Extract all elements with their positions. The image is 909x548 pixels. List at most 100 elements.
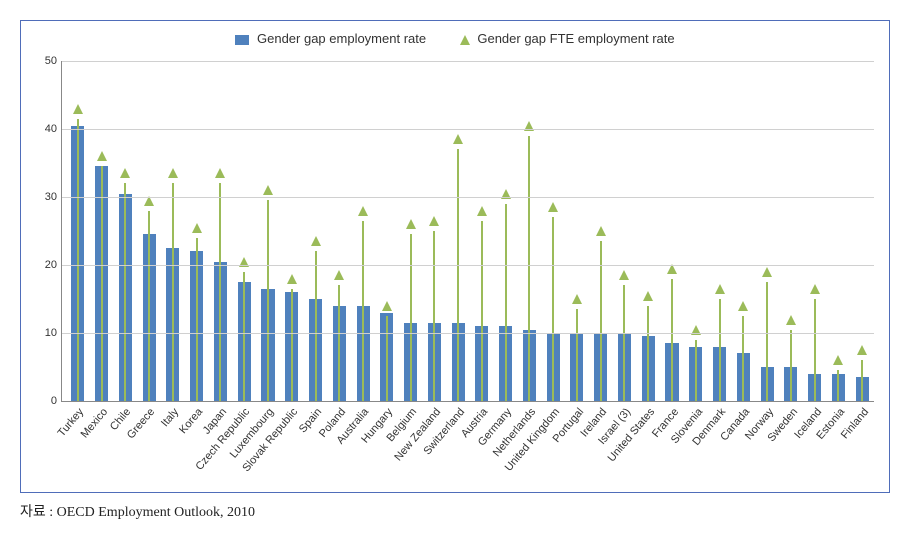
marker-stem (671, 279, 673, 401)
marker-stem (790, 330, 792, 401)
marker-triangle (643, 291, 653, 301)
marker-triangle (572, 294, 582, 304)
marker-stem (386, 316, 388, 401)
x-label-slot: Hungary (375, 402, 397, 487)
y-tick-label: 10 (37, 327, 57, 339)
legend-item-marker: Gender gap FTE employment rate (460, 31, 675, 46)
bar-slot (281, 61, 303, 401)
marker-stem (647, 306, 649, 401)
marker-triangle (596, 226, 606, 236)
marker-stem (362, 221, 364, 401)
x-label-slot: Estonia (828, 402, 850, 487)
x-label-slot: Norway (756, 402, 778, 487)
marker-triangle (97, 151, 107, 161)
x-label-slot: Canada (732, 402, 754, 487)
marker-triangle (73, 104, 83, 114)
marker-triangle (358, 206, 368, 216)
marker-stem (505, 204, 507, 401)
bar-slot (685, 61, 707, 401)
bar-slot (447, 61, 469, 401)
marker-stem (861, 360, 863, 401)
bar-slot (542, 61, 564, 401)
x-label-slot: Greece (137, 402, 159, 487)
x-label-slot: Sweden (780, 402, 802, 487)
bar-slot (828, 61, 850, 401)
x-label-slot: Korea (185, 402, 207, 487)
bar-slot (257, 61, 279, 401)
legend-triangle-swatch (460, 35, 470, 45)
legend: Gender gap employment rate Gender gap FT… (31, 31, 879, 46)
bar-slot (661, 61, 683, 401)
marker-stem (742, 316, 744, 401)
marker-stem (719, 299, 721, 401)
marker-stem (101, 166, 103, 401)
marker-triangle (263, 185, 273, 195)
marker-triangle (786, 315, 796, 325)
x-label-slot: Switzerland (447, 402, 469, 487)
marker-stem (77, 119, 79, 401)
bar-slot (210, 61, 232, 401)
bar-slot (233, 61, 255, 401)
bar-slot (590, 61, 612, 401)
x-label-slot: Slovak Republic (280, 402, 302, 487)
marker-triangle (477, 206, 487, 216)
marker-triangle (619, 270, 629, 280)
marker-triangle (738, 301, 748, 311)
marker-stem (410, 234, 412, 401)
bar-slot (305, 61, 327, 401)
bar-slot (637, 61, 659, 401)
marker-stem (338, 285, 340, 401)
marker-triangle (429, 216, 439, 226)
x-label-slot: Iceland (804, 402, 826, 487)
marker-stem (291, 289, 293, 401)
marker-triangle (120, 168, 130, 178)
y-tick-label: 50 (37, 55, 57, 67)
marker-triangle (548, 202, 558, 212)
marker-stem (814, 299, 816, 401)
source-citation: 자료 : OECD Employment Outlook, 2010 (20, 501, 889, 521)
y-tick-label: 0 (37, 395, 57, 407)
marker-stem (457, 149, 459, 401)
marker-stem (766, 282, 768, 401)
x-label-slot: United States (637, 402, 659, 487)
marker-triangle (453, 134, 463, 144)
legend-label-1: Gender gap employment rate (257, 31, 426, 46)
y-tick-label: 40 (37, 123, 57, 135)
marker-triangle (810, 284, 820, 294)
x-label-slot: Spain (304, 402, 326, 487)
marker-triangle (215, 168, 225, 178)
bar-slot (352, 61, 374, 401)
marker-stem (837, 370, 839, 401)
marker-stem (528, 136, 530, 401)
gridline (62, 129, 874, 130)
marker-triangle (311, 236, 321, 246)
marker-stem (196, 238, 198, 401)
bar-slot (780, 61, 802, 401)
bar-slot (804, 61, 826, 401)
x-label-slot: Portugal (566, 402, 588, 487)
marker-stem (124, 183, 126, 401)
legend-label-2: Gender gap FTE employment rate (477, 31, 674, 46)
x-label-slot: Turkey (66, 402, 88, 487)
marker-stem (315, 251, 317, 401)
marker-stem (623, 285, 625, 401)
marker-triangle (857, 345, 867, 355)
bar-slot (328, 61, 350, 401)
bar-slot (376, 61, 398, 401)
marker-stem (481, 221, 483, 401)
marker-triangle (406, 219, 416, 229)
marker-stem (219, 183, 221, 401)
marker-triangle (168, 168, 178, 178)
marker-triangle (762, 267, 772, 277)
gridline (62, 333, 874, 334)
marker-triangle (334, 270, 344, 280)
bar-slot (495, 61, 517, 401)
y-tick-label: 20 (37, 259, 57, 271)
marker-triangle (382, 301, 392, 311)
marker-stem (267, 200, 269, 401)
bar-slot (91, 61, 113, 401)
bar-slot (614, 61, 636, 401)
marker-stem (576, 309, 578, 401)
gridline (62, 61, 874, 62)
marker-stem (172, 183, 174, 401)
